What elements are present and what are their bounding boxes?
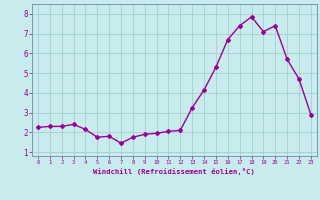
X-axis label: Windchill (Refroidissement éolien,°C): Windchill (Refroidissement éolien,°C): [93, 168, 255, 175]
